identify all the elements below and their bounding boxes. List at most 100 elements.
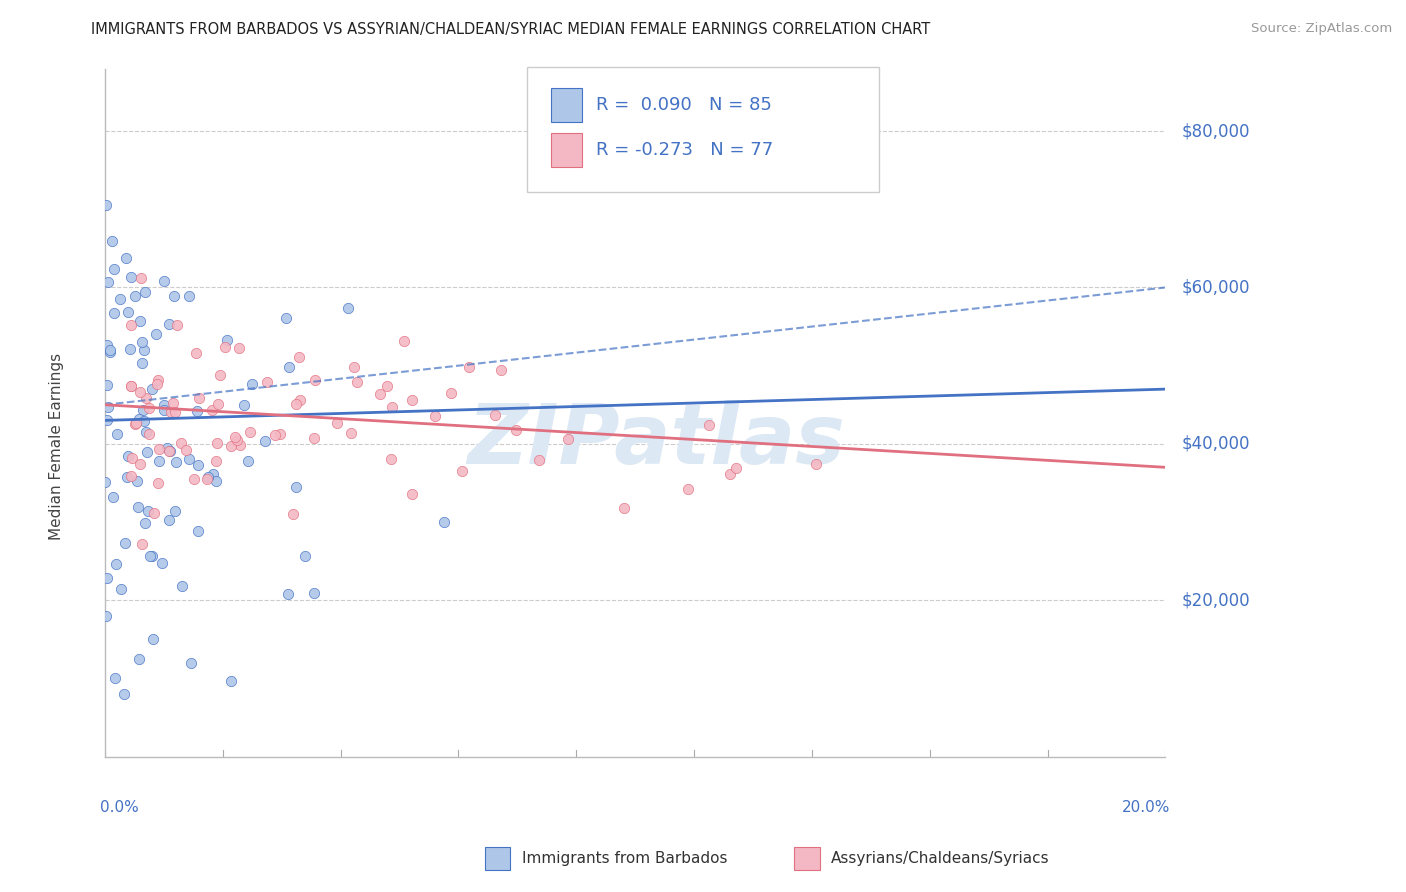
Point [112,687,135,701]
Point [613,501,636,516]
Point [156,441,179,455]
Point [128,411,150,425]
Point [163,289,186,303]
Point [104,558,127,572]
Point [804,457,827,471]
Point [219,439,242,453]
Point [128,385,150,400]
Point [139,549,162,564]
Point [186,403,208,417]
Point [423,409,446,423]
Point [256,375,278,389]
Point [120,378,142,392]
Point [134,285,156,299]
Point [557,433,579,447]
Point [215,333,238,347]
Point [165,454,187,468]
Point [177,451,200,466]
Point [136,503,159,517]
Point [197,470,219,484]
Point [183,472,205,486]
Point [290,393,312,408]
Point [157,444,180,458]
Point [284,480,307,494]
Point [100,345,122,359]
Point [195,472,218,486]
Point [718,467,741,481]
Point [236,454,259,468]
Point [150,556,173,570]
Point [233,398,256,412]
Point [225,434,247,448]
Point [138,426,160,441]
Point [142,632,165,647]
Point [169,435,191,450]
Point [124,289,146,303]
Point [153,398,176,412]
Text: $40,000: $40,000 [1181,435,1250,453]
Point [277,587,299,601]
Point [94,475,117,490]
Point [114,536,136,550]
Point [101,234,124,248]
Point [131,356,153,370]
Point [127,500,149,514]
Point [186,346,208,360]
Point [127,474,149,488]
Point [96,378,118,392]
Point [120,270,142,285]
Point [110,582,132,596]
Point [204,454,226,468]
Point [125,416,148,430]
Point [117,305,139,319]
Point [401,487,423,501]
Point [697,418,720,433]
Point [288,351,311,365]
Point [201,467,224,482]
Text: Assyrians/Chaldeans/Syriacs: Assyrians/Chaldeans/Syriacs [831,851,1049,866]
Point [97,400,120,414]
Point [491,363,513,377]
Point [94,608,117,623]
Text: IMMIGRANTS FROM BARBADOS VS ASSYRIAN/CHALDEAN/SYRIAC MEDIAN FEMALE EARNINGS CORR: IMMIGRANTS FROM BARBADOS VS ASSYRIAN/CHA… [91,22,931,37]
Point [120,468,142,483]
Point [346,376,368,390]
Point [451,465,474,479]
Point [294,549,316,563]
Point [98,343,121,357]
Point [375,379,398,393]
Point [302,586,325,600]
Point [129,314,152,328]
Point [188,391,211,405]
Point [214,340,236,354]
Point [162,395,184,409]
Point [239,425,262,439]
Point [138,401,160,416]
Point [380,451,402,466]
Point [505,423,527,437]
Point [148,453,170,467]
Point [124,417,146,432]
Point [136,445,159,459]
Point [342,360,364,375]
Point [103,262,125,277]
Point [229,438,252,452]
Point [205,435,228,450]
Point [141,549,163,563]
Point [224,430,246,444]
Text: R = -0.273   N = 77: R = -0.273 N = 77 [596,141,773,159]
Point [157,318,180,332]
Point [145,326,167,341]
Point [103,306,125,320]
Text: R =  0.090   N = 85: R = 0.090 N = 85 [596,96,772,114]
Point [96,338,118,352]
Point [152,402,174,417]
Text: Immigrants from Barbados: Immigrants from Barbados [522,851,727,866]
Text: $20,000: $20,000 [1181,591,1250,609]
Point [121,450,143,465]
Point [676,482,699,496]
Point [160,405,183,419]
Point [165,504,187,518]
Point [120,318,142,333]
Text: Median Female Earnings: Median Female Earnings [49,352,63,540]
